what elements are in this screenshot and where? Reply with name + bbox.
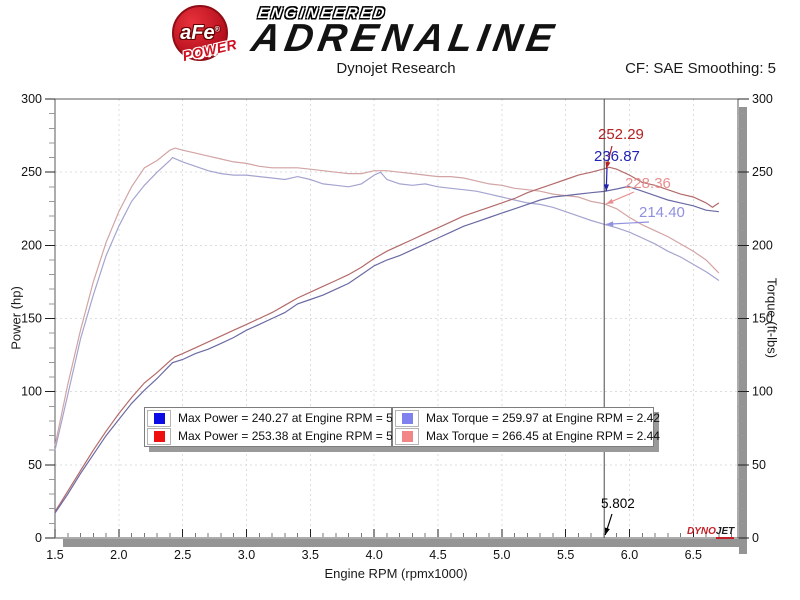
- legend-max-power: Max Power = 240.27 at Engine RPM = 5.99 …: [144, 407, 409, 447]
- svg-text:250: 250: [752, 165, 773, 179]
- tick-labels: 1.5 2.0 2.5 3.0 3.5 4.0 4.5 5.0 5.5 6.0 6.5 0 0 50 50 1…: [21, 92, 773, 562]
- registered-mark: ®: [214, 25, 220, 33]
- svg-text:50: 50: [28, 458, 42, 472]
- legend-row-torque-red: Max Torque = 266.45 at Engine RPM = 2.44: [393, 427, 660, 445]
- svg-text:300: 300: [752, 92, 773, 106]
- cursor-arrows: [603, 145, 650, 536]
- power-blue-swatch: [153, 412, 165, 424]
- gridlines: [55, 99, 738, 538]
- curve-power_blue: [54, 185, 719, 514]
- svg-text:100: 100: [21, 385, 42, 399]
- afe-badge-text: aFe: [180, 21, 215, 44]
- curve-torque_red: [54, 147, 720, 446]
- legend-label: Max Power = 240.27 at Engine RPM = 5.99: [178, 411, 410, 425]
- torque-axis-title: Torque (ft-lbs): [764, 277, 780, 359]
- dynojet-logo-red: DYNO: [687, 526, 716, 537]
- plot-frame: [54, 98, 747, 554]
- cursor-rpm-label: 5.802: [601, 496, 635, 511]
- svg-text:0: 0: [752, 531, 759, 545]
- svg-text:3.0: 3.0: [238, 548, 255, 562]
- legend-label: Max Torque = 259.97 at Engine RPM = 2.42: [426, 411, 660, 425]
- cursor-readout-torque_blue: 214.40: [639, 204, 685, 221]
- svg-text:5.5: 5.5: [557, 548, 574, 562]
- power-red-swatch: [153, 430, 165, 442]
- svg-text:150: 150: [21, 312, 42, 326]
- svg-text:4.5: 4.5: [429, 548, 446, 562]
- svg-text:2.0: 2.0: [110, 548, 127, 562]
- legend-row-torque-blue: Max Torque = 259.97 at Engine RPM = 2.42: [393, 409, 660, 427]
- afe-circle-logo: aFe®: [172, 5, 228, 61]
- svg-text:4.0: 4.0: [365, 548, 382, 562]
- dyno-curves: [54, 147, 720, 514]
- svg-text:3.5: 3.5: [302, 548, 319, 562]
- rpm-axis-title: Engine RPM (rpmx1000): [324, 566, 468, 581]
- torque-blue-swatch: [401, 412, 413, 424]
- legend-max-torque: Max Torque = 259.97 at Engine RPM = 2.42…: [392, 407, 660, 447]
- torque-red-swatch: [401, 430, 413, 442]
- svg-text:50: 50: [752, 458, 766, 472]
- correction-smoothing-label: CF: SAE Smoothing: 5: [625, 60, 776, 77]
- svg-text:250: 250: [21, 165, 42, 179]
- chart-source-title: Dynojet Research: [336, 60, 456, 77]
- svg-text:300: 300: [21, 92, 42, 106]
- svg-text:6.0: 6.0: [621, 548, 638, 562]
- legend-row-power-blue: Max Power = 240.27 at Engine RPM = 5.99: [145, 409, 409, 427]
- legend-row-power-red: Max Power = 253.38 at Engine RPM = 5.84: [145, 427, 409, 445]
- svg-text:200: 200: [752, 238, 773, 252]
- cursor-readout-power_blue: 236.87: [594, 148, 640, 165]
- svg-text:1.5: 1.5: [46, 548, 63, 562]
- axis-ticks: [45, 98, 749, 539]
- svg-text:0: 0: [35, 531, 42, 545]
- dynojet-logo: DYNOJET: [687, 526, 735, 539]
- legend-label: Max Power = 253.38 at Engine RPM = 5.84: [178, 429, 410, 443]
- svg-text:200: 200: [21, 238, 42, 252]
- svg-text:150: 150: [752, 312, 773, 326]
- svg-text:5.0: 5.0: [493, 548, 510, 562]
- cursor-readout-power_red: 252.29: [598, 126, 644, 143]
- afe-power-badge: aFe® POWER: [172, 5, 238, 64]
- curve-power_red: [54, 166, 720, 513]
- cursor-readout-torque_red: 228.36: [625, 175, 671, 192]
- svg-text:100: 100: [752, 385, 773, 399]
- power-axis-title: Power (hp): [8, 286, 24, 350]
- svg-text:2.5: 2.5: [174, 548, 191, 562]
- dynojet-logo-dark: JET: [715, 526, 735, 539]
- legend-label: Max Torque = 266.45 at Engine RPM = 2.44: [426, 429, 660, 443]
- svg-text:6.5: 6.5: [685, 548, 702, 562]
